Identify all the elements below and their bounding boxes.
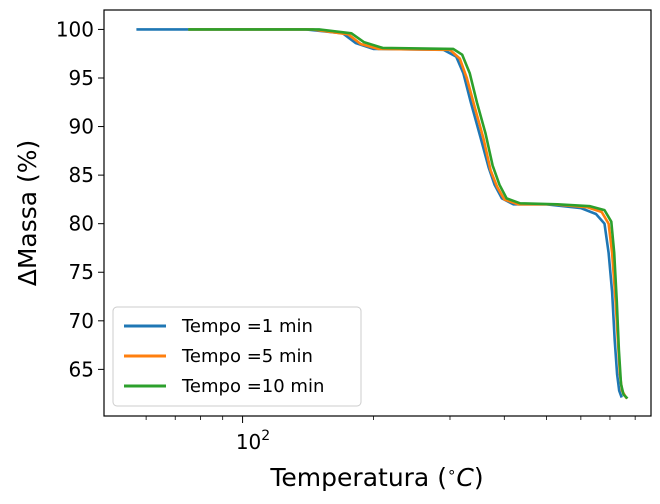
x-axis-label-main: Temperatura (: [269, 463, 447, 492]
x-tick-base: 10: [236, 430, 261, 454]
legend-label-1: Tempo =1 min: [181, 316, 313, 337]
legend: Tempo =1 min Tempo =5 min Tempo =10 min: [112, 306, 362, 407]
y-tick-label-70: 70: [69, 309, 94, 333]
y-tick-label-100: 100: [56, 17, 94, 41]
y-tick-label-80: 80: [69, 212, 94, 236]
legend-label-2: Tempo =5 min: [181, 346, 313, 367]
legend-label-3: Tempo =10 min: [181, 376, 324, 397]
x-tick-exponent: 2: [261, 428, 270, 444]
y-axis-label: ΔMassa (%): [13, 140, 42, 287]
x-axis-degree: ∘: [447, 463, 456, 481]
legend-box: [112, 306, 362, 407]
series-line-3: [188, 28, 629, 400]
x-axis-unit: C: [456, 463, 474, 492]
y-tick-label-65: 65: [69, 357, 94, 381]
y-tick-label-90: 90: [69, 115, 94, 139]
x-axis-close: ): [474, 463, 484, 492]
y-axis-ticks: 65 70 75 80 85 90 95 100: [56, 17, 104, 381]
x-axis-ticks: [145, 416, 636, 423]
x-tick-label-100: 102: [236, 428, 270, 454]
y-tick-label-75: 75: [69, 260, 94, 284]
series-lines: [136, 28, 629, 400]
x-axis-label: Temperatura (∘C): [269, 463, 483, 492]
y-tick-label-95: 95: [69, 66, 94, 90]
y-tick-label-85: 85: [69, 163, 94, 187]
plot-frame: [103, 9, 652, 417]
